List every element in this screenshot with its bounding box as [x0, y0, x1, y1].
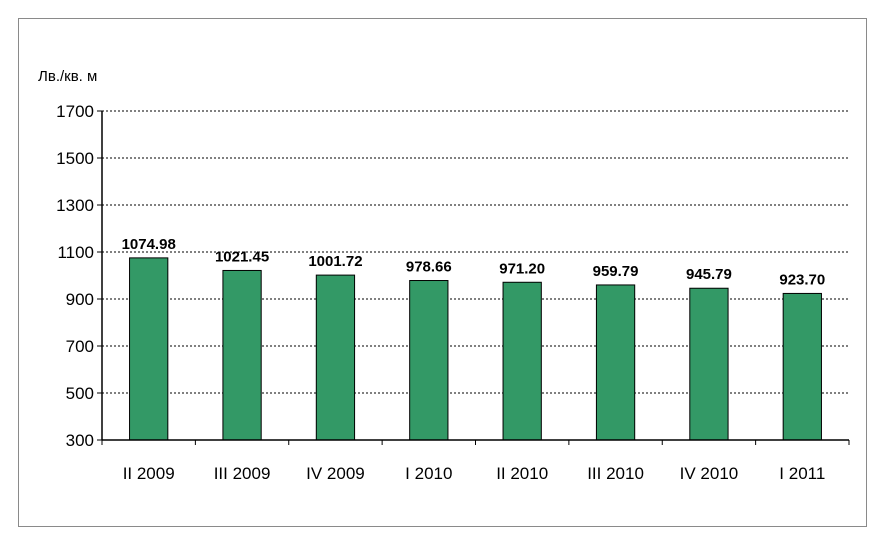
data-label: 971.20 [499, 260, 545, 277]
x-tick-label: III 2010 [587, 464, 644, 483]
data-label: 1074.98 [122, 236, 176, 253]
y-tick-label: 300 [66, 431, 94, 450]
bar [502, 281, 542, 441]
y-tick-label: 1700 [56, 102, 94, 121]
x-tick-label: IV 2010 [680, 464, 739, 483]
bar [689, 287, 729, 441]
data-label: 959.79 [593, 263, 639, 280]
y-tick-label: 1500 [56, 149, 94, 168]
axes [97, 110, 850, 445]
data-label: 1021.45 [215, 248, 269, 265]
bar [595, 284, 636, 441]
data-labels: 1074.98 1021.45 1001.72 978.66 971.20 959.79 9… [122, 236, 826, 289]
x-tick-label: I 2010 [405, 464, 452, 483]
x-tick-label: II 2010 [496, 464, 548, 483]
bar [222, 269, 262, 441]
x-tick-label: III 2009 [214, 464, 271, 483]
x-tick-label: I 2011 [779, 464, 825, 483]
data-label: 945.79 [686, 266, 732, 283]
bars [129, 257, 822, 441]
x-tick-label: II 2009 [123, 464, 175, 483]
data-label: 923.70 [779, 271, 825, 288]
bar [129, 257, 169, 441]
y-tick-label: 900 [66, 290, 94, 309]
y-tick-labels: 300 500 700 900 1100 1300 1500 1700 [56, 102, 94, 450]
bar [409, 280, 449, 441]
y-tick-label: 1300 [56, 196, 94, 215]
y-tick-label: 1100 [57, 243, 94, 262]
bar [782, 292, 822, 441]
data-label: 978.66 [406, 259, 452, 276]
data-label: 1001.72 [308, 253, 362, 270]
x-tick-labels: II 2009 III 2009 IV 2009 I 2010 II 2010 III 2… [123, 464, 826, 483]
y-axis-unit-label: Лв./кв. м [38, 68, 97, 85]
y-tick-label: 700 [66, 337, 94, 356]
x-tick-label: IV 2009 [306, 464, 365, 483]
y-tick-label: 500 [66, 384, 94, 403]
bar [315, 274, 356, 441]
